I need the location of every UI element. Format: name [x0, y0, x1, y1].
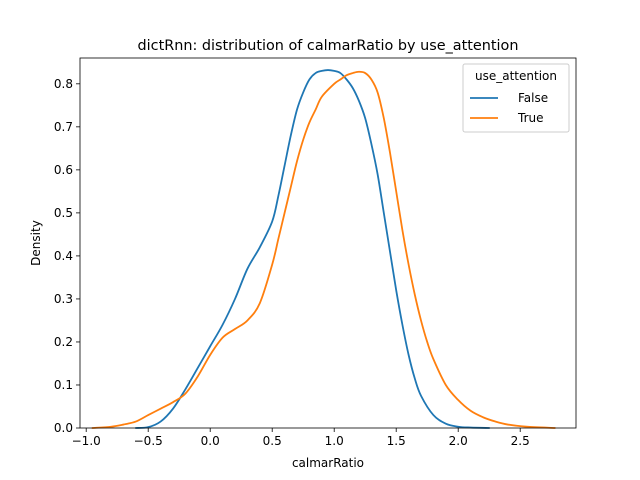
- x-tick-label: 1.5: [387, 434, 406, 448]
- y-tick-label: 0.3: [54, 292, 73, 306]
- series-line-true: [91, 70, 556, 429]
- y-tick-label: 0.5: [54, 206, 73, 220]
- y-tick-label: 0.1: [54, 378, 73, 392]
- x-tick-label: 2.5: [511, 434, 530, 448]
- legend-title: use_attention: [475, 69, 557, 83]
- x-tick-label: 0.5: [263, 434, 282, 448]
- legend-label-true: True: [517, 111, 544, 125]
- legend-label-false: False: [518, 91, 548, 105]
- y-tick-label: 0.0: [54, 421, 73, 435]
- plot-frame: [79, 57, 577, 429]
- x-tick-label: −1.0: [72, 434, 101, 448]
- y-tick-label: 0.6: [54, 163, 73, 177]
- y-tick-label: 0.4: [54, 249, 73, 263]
- x-axis-ticks: −1.0 −0.5 0.0 0.5 1.0 1.5 2.0 2.5: [72, 428, 530, 448]
- x-tick-label: −0.5: [134, 434, 163, 448]
- series-line-false: [134, 69, 491, 429]
- x-tick-label: 0.0: [201, 434, 220, 448]
- y-axis-ticks: 0.0 0.1 0.2 0.3 0.4 0.5 0.6 0.7 0.8: [54, 77, 80, 435]
- y-tick-label: 0.7: [54, 120, 73, 134]
- y-axis-label: Density: [29, 220, 43, 266]
- x-tick-label: 1.0: [325, 434, 344, 448]
- y-tick-label: 0.8: [54, 77, 73, 91]
- legend-box: [462, 63, 570, 133]
- x-tick-label: 2.0: [449, 434, 468, 448]
- series-layer: [91, 69, 556, 429]
- legend: use_attention False True: [462, 63, 570, 133]
- y-tick-label: 0.2: [54, 335, 73, 349]
- chart-title: dictRnn: distribution of calmarRatio by …: [138, 38, 519, 54]
- x-axis-label: calmarRatio: [292, 456, 364, 470]
